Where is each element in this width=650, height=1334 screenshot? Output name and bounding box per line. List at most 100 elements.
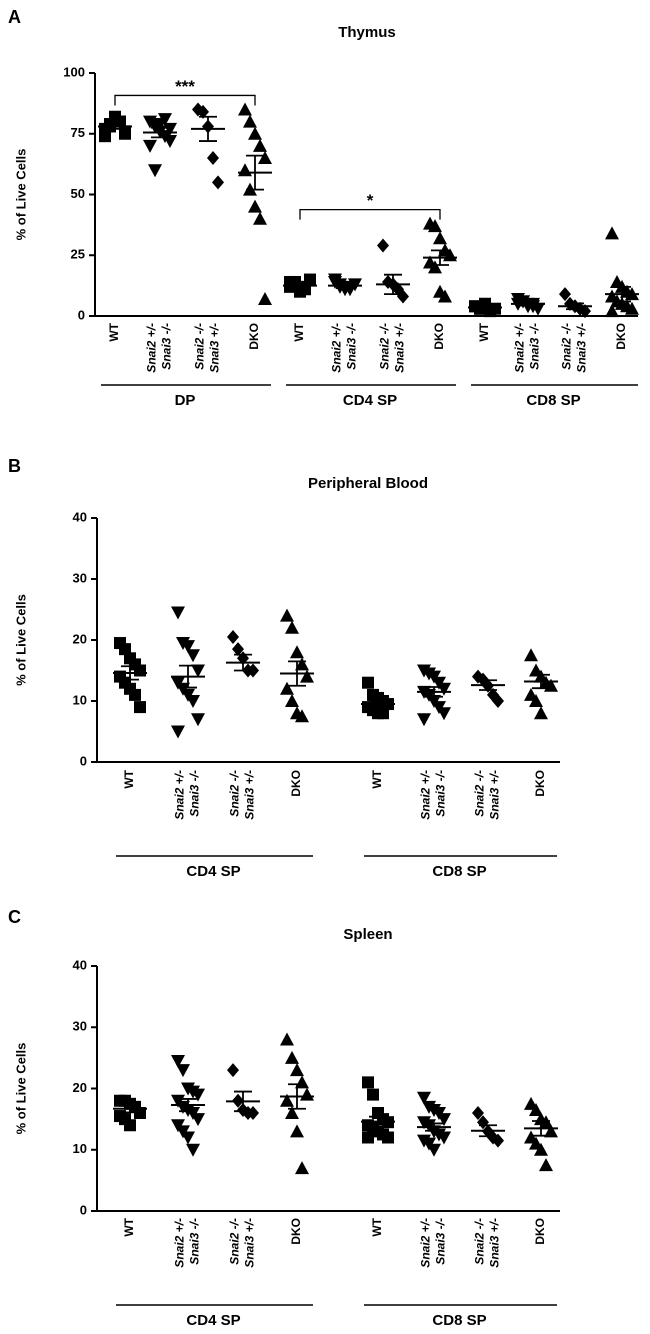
- data-point: [534, 706, 548, 720]
- category-label: WT: [477, 322, 491, 341]
- data-point: [377, 707, 389, 720]
- category-label: Snai3 +/-: [488, 770, 502, 820]
- data-point: [197, 104, 209, 119]
- data-point: [579, 304, 591, 319]
- data-point: [119, 127, 131, 140]
- category-label: Snai2 -/-: [560, 323, 574, 370]
- data-point: [362, 1131, 374, 1144]
- data-point: [163, 122, 177, 136]
- data-point: [171, 725, 185, 739]
- data-point: [207, 151, 219, 166]
- category-label: Snai2 +/-: [419, 770, 433, 820]
- data-point: [232, 642, 244, 657]
- significance-label: *: [367, 191, 374, 210]
- group-label: CD8 SP: [432, 863, 486, 880]
- data-point: [124, 1119, 136, 1132]
- data-point: [295, 1075, 309, 1089]
- significance-label: ***: [175, 77, 195, 96]
- data-point: [437, 682, 451, 696]
- data-point: [253, 211, 267, 225]
- significance-bracket: [114, 94, 256, 106]
- category-label: Snai3 +/-: [243, 770, 257, 820]
- data-point: [605, 226, 619, 240]
- data-point: [438, 289, 452, 303]
- error-bar: [121, 1104, 139, 1114]
- data-point: [280, 1032, 294, 1046]
- category-label: DKO: [533, 770, 547, 797]
- category-label: Snai2 +/-: [173, 1218, 187, 1268]
- y-tick-label: 0: [80, 1202, 87, 1217]
- y-axis-label: % of Live Cells: [13, 1043, 28, 1135]
- error-bar: [106, 123, 124, 130]
- data-point: [181, 1131, 195, 1145]
- category-label: DKO: [432, 323, 446, 350]
- error-bar: [246, 154, 264, 191]
- category-label: Snai2 -/-: [378, 323, 392, 370]
- y-tick-label: 50: [71, 186, 85, 201]
- category-label: Snai2 -/-: [473, 1218, 487, 1265]
- y-tick-label: 10: [73, 692, 87, 707]
- data-point: [529, 694, 543, 707]
- data-point: [186, 649, 200, 663]
- data-point: [605, 304, 619, 318]
- data-point: [417, 713, 431, 727]
- data-point: [397, 289, 409, 304]
- category-label: WT: [370, 769, 384, 788]
- data-point: [134, 1107, 146, 1119]
- y-tick-label: 100: [63, 64, 85, 79]
- error-bar: [566, 302, 584, 311]
- panel-letter: A: [8, 7, 21, 27]
- category-label: Snai3 +/-: [575, 323, 589, 373]
- data-point: [377, 238, 389, 253]
- data-point: [247, 663, 259, 678]
- data-point: [524, 648, 538, 662]
- error-bar: [431, 249, 449, 266]
- data-point: [295, 709, 309, 723]
- data-point: [191, 713, 205, 727]
- data-point: [417, 1091, 431, 1105]
- data-point: [280, 681, 294, 695]
- error-bar: [179, 664, 197, 689]
- error-bar: [369, 699, 387, 709]
- error-bar: [369, 1115, 387, 1128]
- category-label: Snai2 +/-: [173, 770, 187, 820]
- error-bar: [336, 282, 354, 289]
- y-tick-label: 30: [73, 570, 87, 585]
- group-label: CD8 SP: [526, 392, 580, 409]
- category-label: Snai3 -/-: [345, 323, 359, 370]
- error-bar: [234, 653, 252, 672]
- error-bar: [532, 673, 550, 690]
- data-point: [280, 608, 294, 622]
- data-point: [290, 645, 304, 659]
- error-bar: [151, 126, 169, 139]
- data-point: [176, 1064, 190, 1078]
- data-point: [382, 1131, 394, 1144]
- data-point: [328, 273, 342, 287]
- category-label: Snai3 -/-: [188, 770, 202, 817]
- group-label: CD4 SP: [343, 392, 397, 409]
- y-tick-label: 20: [73, 1080, 87, 1095]
- group-label: CD8 SP: [432, 1312, 486, 1329]
- data-point: [247, 1106, 259, 1120]
- significance-bracket: [299, 209, 441, 220]
- category-label: Snai2 -/-: [228, 770, 242, 817]
- data-point: [472, 1106, 484, 1120]
- data-point: [285, 1050, 299, 1064]
- error-bar: [179, 1098, 197, 1113]
- data-point: [186, 695, 200, 708]
- category-label: Snai2 -/-: [473, 770, 487, 817]
- category-label: DKO: [614, 323, 628, 350]
- data-point: [253, 138, 267, 152]
- error-bar: [234, 1090, 252, 1113]
- category-label: Snai2 +/-: [330, 323, 344, 373]
- data-point: [248, 199, 262, 213]
- data-point: [258, 291, 272, 305]
- data-point: [191, 1088, 205, 1102]
- category-label: Snai3 -/-: [188, 1218, 202, 1265]
- category-label: Snai3 +/-: [243, 1218, 257, 1268]
- data-point: [119, 643, 131, 656]
- data-point: [248, 126, 262, 140]
- error-bar: [384, 273, 402, 296]
- category-label: DKO: [289, 770, 303, 797]
- category-label: Snai2 +/-: [419, 1218, 433, 1268]
